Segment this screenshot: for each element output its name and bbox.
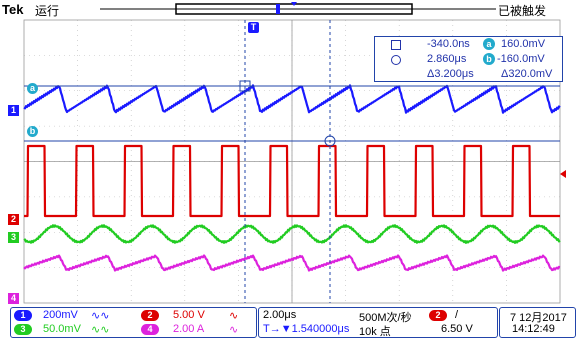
- cursor-delta-value: Δ320.0mV: [501, 68, 553, 80]
- cursor-b-marker: b: [27, 126, 38, 137]
- square-cursor-icon: [391, 40, 401, 50]
- cursor-b-time: 2.860μs: [427, 53, 467, 65]
- timebase-scale[interactable]: 2.00μs: [263, 309, 297, 321]
- ch1-badge[interactable]: 1: [14, 310, 32, 321]
- trigger-position-marker[interactable]: T: [248, 22, 259, 33]
- datetime-panel: 7 12月2017 14:12:49: [499, 307, 576, 338]
- acquisition-status: 运行: [35, 4, 60, 18]
- waveform-display[interactable]: [0, 0, 576, 305]
- record-length: 10k 点: [359, 326, 391, 338]
- graticule-center-axes: [23, 19, 561, 304]
- ch4-scale[interactable]: 2.00 A: [173, 323, 205, 335]
- cursor-readout-panel: -340.0ns a 160.0mV 2.860μs b -160.0mV Δ3…: [374, 36, 563, 82]
- ch3-badge[interactable]: 3: [14, 324, 32, 335]
- cursor-delta-time: Δ3.200μs: [427, 68, 474, 80]
- trigger-level[interactable]: 6.50 V: [441, 323, 473, 335]
- ch3-coupling-icon: ∿∿: [91, 324, 110, 336]
- cursor-a-marker: a: [27, 83, 38, 94]
- cursor-b-circle-handle-icon[interactable]: [324, 135, 336, 147]
- circle-cursor-icon: [391, 55, 401, 65]
- cursor-b-value: -160.0mV: [497, 53, 545, 65]
- ch4-coupling-icon: ∿: [229, 324, 239, 336]
- trigger-status: 已被触发: [497, 4, 546, 18]
- date-display: 7 12月2017: [510, 312, 567, 324]
- sample-rate: 500M次/秒: [359, 312, 412, 324]
- cursor-a-square-handle-icon[interactable]: [239, 80, 251, 92]
- ch4-ground-marker[interactable]: 4: [8, 293, 19, 304]
- ch1-coupling-icon: ∿∿: [91, 310, 110, 322]
- timebase-position[interactable]: T→▼1.540000μs: [263, 323, 350, 335]
- trigger-slope-icon[interactable]: /: [455, 309, 459, 321]
- top-status-bar: Tek 运行 已被触发: [0, 0, 576, 20]
- trigger-source-badge[interactable]: 2: [429, 310, 447, 321]
- ch4-badge[interactable]: 4: [141, 324, 159, 335]
- ch1-trace: [23, 84, 561, 114]
- cursor-a-value: 160.0mV: [501, 38, 546, 50]
- brand-logo: Tek: [2, 2, 24, 17]
- trigger-level-arrow-icon[interactable]: [560, 170, 566, 178]
- horizontal-trigger-panel: 2.00μs T→▼1.540000μs 500M次/秒 10k 点 2 / 6…: [258, 307, 498, 338]
- cursor-a-badge-icon: a: [483, 38, 495, 50]
- ch3-ground-marker[interactable]: 3: [8, 232, 19, 243]
- channel-settings-panel: 1 200mV ∿∿ 2 5.00 V ∿ 3 50.0mV ∿∿ 4 2.00…: [10, 307, 257, 338]
- cursor-a-time: -340.0ns: [427, 38, 470, 50]
- record-position-bar[interactable]: [100, 2, 496, 16]
- ch2-coupling-icon: ∿: [229, 310, 239, 322]
- time-display: 14:12:49: [512, 323, 555, 335]
- ch2-badge[interactable]: 2: [141, 310, 159, 321]
- ch3-scale[interactable]: 50.0mV: [43, 323, 81, 335]
- ch2-ground-marker[interactable]: 2: [8, 214, 19, 225]
- ch4-trace: [23, 254, 561, 272]
- ch3-trace: [23, 224, 561, 244]
- ch2-trace: [23, 144, 561, 218]
- bottom-status-bar: 1 200mV ∿∿ 2 5.00 V ∿ 3 50.0mV ∿∿ 4 2.00…: [0, 305, 576, 340]
- cursor-b-badge-icon: b: [483, 53, 495, 65]
- ch1-ground-marker[interactable]: 1: [8, 105, 19, 116]
- ch1-scale[interactable]: 200mV: [43, 309, 78, 321]
- ch2-scale[interactable]: 5.00 V: [173, 309, 205, 321]
